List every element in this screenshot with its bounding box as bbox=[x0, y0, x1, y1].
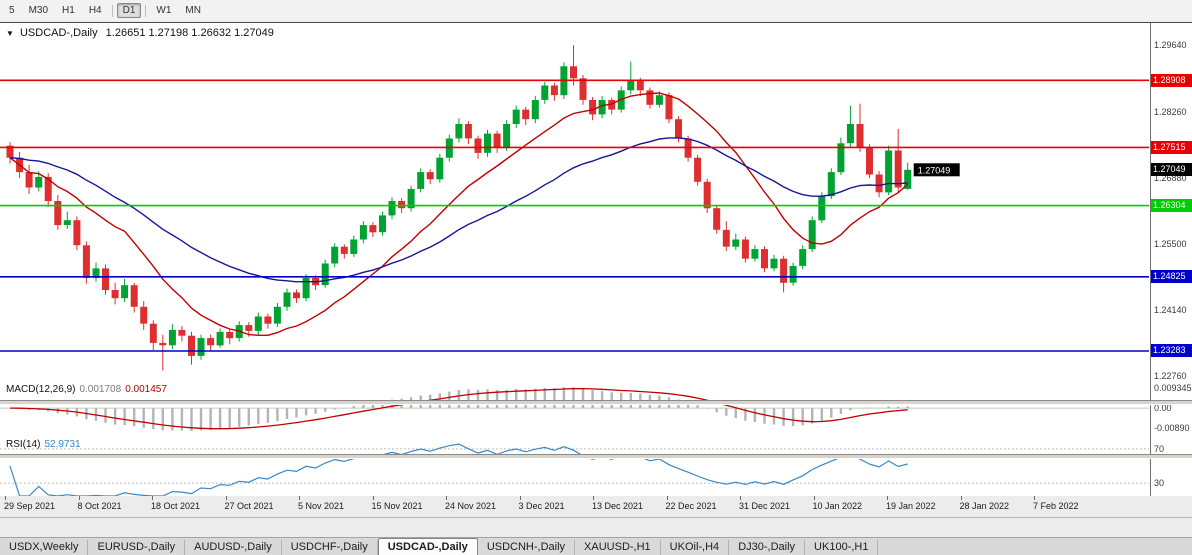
time-axis-label: 31 Dec 2021 bbox=[739, 501, 791, 511]
price-axis-tick: 1.24140 bbox=[1154, 304, 1187, 315]
time-axis-tick bbox=[372, 496, 374, 500]
time-axis-tick bbox=[225, 496, 227, 500]
rsi-axis-30: 30 bbox=[1154, 478, 1165, 489]
macd-title: MACD(12,26,9) bbox=[6, 384, 76, 395]
time-axis-label: 3 Dec 2021 bbox=[518, 501, 565, 511]
macd-axis-max: 0.009345 bbox=[1154, 383, 1192, 393]
price-badge-1.24825: 1.24825 bbox=[1151, 270, 1192, 284]
timeframe-button-w1[interactable]: W1 bbox=[156, 5, 172, 16]
time-axis-label: 22 Dec 2021 bbox=[665, 501, 717, 511]
time-axis-tick bbox=[740, 496, 741, 500]
price-axis-tick: 1.28260 bbox=[1154, 106, 1187, 117]
macd-signal-line bbox=[9, 387, 908, 430]
time-axis-tick bbox=[1034, 496, 1035, 500]
macd-signal-value: 0.001457 bbox=[125, 384, 167, 395]
chart-title: ▼ USDCAD-,Daily 1.26651 1.27198 1.26632 … bbox=[6, 27, 274, 39]
price-chart-canvas[interactable]: 1.27049 bbox=[0, 23, 1150, 498]
time-axis-tick bbox=[152, 496, 153, 500]
time-axis-label: 8 Oct 2021 bbox=[77, 501, 122, 511]
last-price-tag: 1.27049 bbox=[913, 163, 960, 177]
tab-usdcad-daily[interactable]: USDCAD-,Daily bbox=[377, 538, 478, 555]
time-axis-tick bbox=[299, 496, 300, 500]
rsi-indicator-label: RSI(14) 52.9731 bbox=[6, 439, 81, 450]
time-axis-tick bbox=[666, 496, 668, 500]
tab-uk100-h1[interactable]: UK100-,H1 bbox=[805, 540, 879, 555]
macd-axis-min: -0.00890 bbox=[1154, 423, 1190, 433]
time-axis-label: 13 Dec 2021 bbox=[592, 501, 644, 511]
time-axis-tick bbox=[519, 496, 521, 500]
tab-usdcnh-daily[interactable]: USDCNH-,Daily bbox=[478, 540, 576, 555]
tab-usdchf-daily[interactable]: USDCHF-,Daily bbox=[282, 540, 378, 555]
time-axis-tick bbox=[887, 496, 888, 500]
time-axis-label: 15 Nov 2021 bbox=[371, 501, 423, 511]
pane-splitter[interactable] bbox=[0, 454, 1192, 459]
chart-symbol-label: USDCAD-,Daily bbox=[19, 27, 98, 39]
macd-indicator-label: MACD(12,26,9) 0.001708 0.001457 bbox=[6, 384, 167, 395]
chart-ohlc-values: 1.26651 1.27198 1.26632 1.27049 bbox=[105, 27, 274, 39]
time-axis-label: 29 Sep 2021 bbox=[4, 501, 56, 511]
tab-dj30-daily[interactable]: DJ30-,Daily bbox=[729, 540, 806, 555]
rsi-value: 52.9731 bbox=[44, 439, 81, 450]
tab-eurusd-daily[interactable]: EURUSD-,Daily bbox=[88, 540, 186, 555]
time-axis-label: 7 Feb 2022 bbox=[1033, 501, 1079, 511]
price-axis-tick: 1.26880 bbox=[1154, 172, 1187, 183]
price-badge-1.23283: 1.23283 bbox=[1151, 344, 1192, 358]
tab-audusd-daily[interactable]: AUDUSD-,Daily bbox=[185, 540, 282, 555]
ma-slow-line bbox=[9, 137, 908, 283]
candlesticks bbox=[6, 45, 912, 371]
time-axis-tick bbox=[446, 496, 447, 500]
timeframe-button-m30[interactable]: M30 bbox=[28, 5, 49, 16]
tab-xauusd-h1[interactable]: XAUUSD-,H1 bbox=[575, 540, 661, 555]
timeframe-button-mn[interactable]: MN bbox=[185, 5, 201, 16]
tab-usdx-weekly[interactable]: USDX,Weekly bbox=[0, 540, 89, 555]
timeframe-button-h4[interactable]: H4 bbox=[88, 5, 102, 16]
price-axis-tick: 1.25500 bbox=[1154, 239, 1187, 250]
time-axis-label: 18 Oct 2021 bbox=[151, 501, 201, 511]
chart-dropdown-icon[interactable]: ▼ bbox=[6, 29, 14, 38]
price-axis-tick: 1.29640 bbox=[1154, 40, 1187, 51]
time-axis-tick bbox=[813, 496, 815, 500]
rsi-axis-70: 70 bbox=[1154, 443, 1165, 454]
time-axis-tick bbox=[593, 496, 594, 500]
time-axis-tick bbox=[5, 496, 6, 500]
time-axis-tick bbox=[78, 496, 80, 500]
rsi-line bbox=[9, 443, 908, 497]
time-axis-label: 28 Jan 2022 bbox=[959, 501, 1010, 511]
pane-splitter[interactable] bbox=[0, 400, 1192, 405]
timeframe-button-d1[interactable]: D1 bbox=[116, 3, 142, 18]
chart-area[interactable]: 1.27049 ▼ USDCAD-,Daily 1.26651 1.27198 … bbox=[0, 22, 1192, 498]
macd-main-value: 0.001708 bbox=[79, 384, 122, 395]
price-axis-tick: 1.22760 bbox=[1154, 371, 1187, 382]
time-axis-label: 19 Jan 2022 bbox=[886, 501, 936, 511]
price-badge-1.27515: 1.27515 bbox=[1151, 140, 1192, 154]
time-axis-label: 27 Oct 2021 bbox=[224, 501, 274, 511]
toolbar-separator bbox=[145, 4, 147, 17]
current-price-badge: 1.27049 bbox=[1151, 163, 1192, 177]
timeframe-button-h1[interactable]: H1 bbox=[62, 5, 75, 16]
ma-fast-line bbox=[9, 92, 909, 336]
timeframe-toolbar: 5 M30 H1 H4 D1 W1 MN bbox=[0, 0, 1192, 21]
svg-text:1.27049: 1.27049 bbox=[918, 165, 951, 175]
time-axis: 29 Sep 2021 8 Oct 2021 18 Oct 2021 27 Oct 2… bbox=[0, 496, 1192, 518]
chart-tabs-bar: USDX,Weekly EURUSD-,Daily AUDUSD-,Daily USD… bbox=[0, 537, 1192, 555]
time-axis-label: 24 Nov 2021 bbox=[445, 501, 497, 511]
toolbar-separator bbox=[111, 4, 113, 17]
time-axis-label: 5 Nov 2021 bbox=[298, 501, 345, 511]
time-axis-label: 10 Jan 2022 bbox=[812, 501, 863, 511]
price-badge-1.28908: 1.28908 bbox=[1151, 73, 1192, 87]
timeframe-button-5[interactable]: 5 bbox=[9, 5, 15, 16]
price-badge-1.26304: 1.26304 bbox=[1151, 199, 1192, 213]
tab-ukoil-h4[interactable]: UKOil-,H4 bbox=[661, 540, 730, 555]
time-axis-tick bbox=[960, 496, 962, 500]
price-axis: 1.29640 1.28260 1.26880 1.25500 1.24140 1.227… bbox=[1150, 23, 1192, 498]
rsi-title: RSI(14) bbox=[6, 439, 41, 450]
macd-axis-zero: 0.00 bbox=[1154, 403, 1172, 414]
